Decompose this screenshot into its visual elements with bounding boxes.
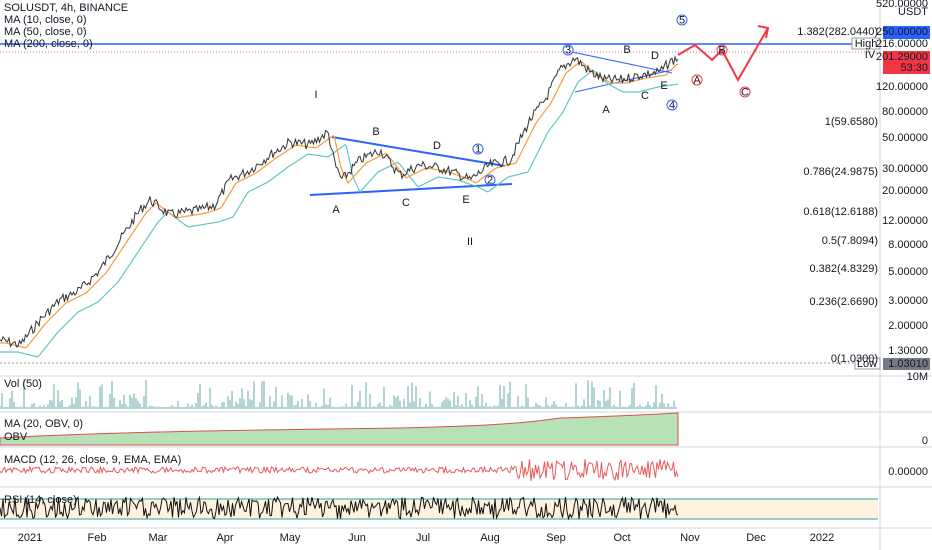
price-axis-label: 5.00000 (888, 266, 928, 278)
wave-label: II (467, 236, 473, 248)
price-axis-label: 80.00000 (882, 106, 928, 118)
wave-label: E (462, 194, 469, 206)
time-axis-label: Dec (746, 532, 766, 544)
wave-label: 1 (475, 143, 481, 155)
wave-label: C (402, 197, 410, 209)
price-axis-label: 3.00000 (888, 295, 928, 307)
wave-circle (716, 44, 728, 56)
projection-arrow (757, 25, 770, 39)
price-axis-label: 2.00000 (888, 320, 928, 332)
fib-label: 0.618(12.6188) (803, 206, 878, 218)
time-axis-label: Jul (416, 532, 430, 544)
ma50 (0, 60, 679, 349)
pane-label: RSI (14, close) (4, 494, 77, 506)
macd-line (0, 458, 679, 482)
volume-bars (0, 379, 677, 409)
fib-label: 1(59.6580) (825, 116, 878, 128)
indicator-label: MA (10, close, 0) (4, 14, 87, 26)
title: SOLUSDT, 4h, BINANCE (4, 2, 128, 14)
time-axis-label: Oct (613, 532, 630, 544)
wave-label: D (433, 140, 441, 152)
price-axis-label: 520.00000 (876, 0, 928, 10)
high-box (851, 37, 881, 50)
wave-label: B (372, 126, 379, 138)
price-axis-label: 12.00000 (882, 215, 928, 227)
fib-label: 1.382(282.0440) (797, 26, 878, 38)
time-axis-label: 2022 (810, 532, 834, 544)
time-axis-label: 2021 (18, 532, 42, 544)
wave-label: B (623, 44, 630, 56)
wave-label: A (602, 104, 610, 116)
wave-label: IV (865, 49, 876, 61)
last-price-tag (883, 51, 930, 74)
time-axis-label: Apr (216, 532, 233, 544)
time-axis-label: Aug (480, 532, 500, 544)
wave-label: E (660, 80, 667, 92)
price-axis-label: 0 (922, 435, 928, 447)
price-axis-label: 1.03010 (888, 358, 928, 370)
fib-label: 0.382(4.8329) (810, 263, 879, 275)
price-series (0, 55, 679, 348)
obv-area (0, 412, 679, 446)
time-axis-label: Feb (88, 532, 107, 544)
time-axis-label: Jun (348, 532, 366, 544)
pane-label: MA (20, OBV, 0) (4, 418, 83, 430)
time-axis-label: Nov (680, 532, 700, 544)
price-axis-label: USDT (898, 6, 928, 18)
wave-label: B (718, 44, 725, 56)
low-marker: Low (857, 358, 877, 370)
price-tag (883, 26, 930, 39)
indicator-label: MA (200, close, 0) (4, 38, 93, 50)
wave-circle (691, 74, 703, 86)
wave-circle (562, 44, 574, 56)
wave-circle (666, 99, 678, 111)
price-axis-label: 50.00000 (882, 132, 928, 144)
wave-circle (484, 174, 496, 186)
rsi-line (0, 495, 679, 521)
price-axis-label: 0.00000 (888, 466, 928, 478)
wave-label: D (651, 50, 659, 62)
wave-label: 5 (679, 14, 685, 26)
wave-circle (676, 14, 688, 26)
fib-label: 0.5(7.8094) (822, 235, 878, 247)
fib-label: 0.236(2.6690) (810, 296, 879, 308)
price-axis-label: 216.00000 (876, 38, 928, 50)
fib-label: 0.786(24.9875) (803, 166, 878, 178)
projection-path (677, 27, 769, 83)
price-axis-label: 20.00000 (882, 185, 928, 197)
indicator-label: MA (50, close, 0) (4, 26, 87, 38)
price-axis-label: 250.00000 (876, 26, 928, 38)
wave-label: C (641, 90, 649, 102)
ma200 (0, 69, 679, 358)
fib-label: 0(1.0300) (831, 353, 878, 365)
price-axis-label: 8.00000 (888, 239, 928, 251)
wave-label: 3 (565, 44, 571, 56)
time-axis-label: May (280, 532, 301, 544)
price-axis-label: 120.00000 (876, 81, 928, 93)
wave-label: A (693, 74, 701, 86)
wave-label: 4 (669, 99, 675, 111)
time-axis-label: Sep (546, 532, 566, 544)
wave-label: I (314, 89, 317, 101)
pane-label: OBV (4, 431, 28, 443)
low-tag (883, 358, 930, 370)
price-axis-label: 10M (907, 371, 928, 383)
price-axis-label: 30.00000 (882, 163, 928, 175)
wave-circle (472, 143, 484, 155)
pane-label: Vol (50) (4, 378, 42, 390)
high-marker: High (855, 38, 878, 50)
price-axis-label: 201.29000 (876, 51, 928, 63)
time-axis-label: Mar (149, 532, 168, 544)
wave-circle (739, 86, 751, 98)
price-axis-label: 1.30000 (888, 345, 928, 357)
wave-label: C (741, 86, 749, 98)
wave-label: 2 (487, 174, 493, 186)
pane-label: MACD (12, 26, close, 9, EMA, EMA) (4, 454, 181, 466)
wave-label: A (332, 204, 340, 216)
price-axis-label: 53:30 (900, 62, 928, 74)
low-box (854, 357, 881, 370)
